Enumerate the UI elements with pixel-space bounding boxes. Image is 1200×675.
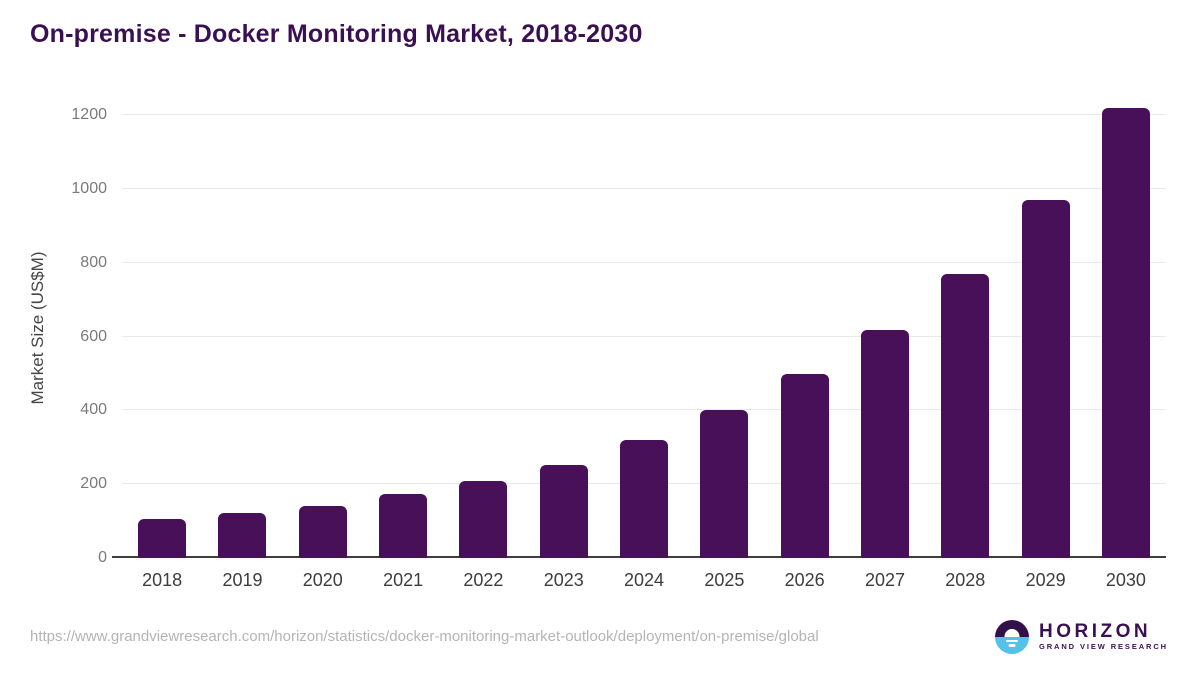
gridline-1000 [122,187,1166,189]
x-tick-2026: 2026 [784,570,825,590]
y-tick-1200: 1200 [71,106,107,123]
x-tick-2025: 2025 [704,570,745,590]
gridline-1200 [122,114,1166,115]
bar-2021[interactable] [379,493,428,558]
x-axis-labels: 2018 2019 2020 2021 2022 2023 2024 2025 2026 2027… [122,570,1166,591]
gridline-600 [122,335,1166,337]
bar-column-2029 [1005,85,1085,558]
bar-2023[interactable] [539,464,588,558]
y-tick-600: 600 [80,327,107,345]
y-tick-1000: 1000 [71,179,107,197]
y-axis-ticks: 0 200 400 600 800 1000 1200 [0,0,107,675]
source-url: https://www.grandviewresearch.com/horizo… [30,628,819,645]
gridline-800 [122,261,1166,263]
bar-column-2026 [765,85,845,558]
bar-2030[interactable] [1101,107,1150,558]
bar-series [122,85,1166,558]
x-tick-2022: 2022 [463,570,504,590]
bar-column-2025 [684,85,764,558]
y-tick-200: 200 [80,475,107,493]
bar-column-2028 [925,85,1005,558]
bar-2024[interactable] [620,439,669,558]
logo-brand-text: HORIZON [1038,621,1152,642]
bar-2027[interactable] [860,330,909,558]
logo-sub-text: GRAND VIEW RESEARCH [1038,642,1168,651]
bar-column-2023 [524,85,604,558]
bar-column-2018 [122,85,202,558]
x-tick-2028: 2028 [945,570,986,590]
x-tick-2018: 2018 [142,570,183,590]
x-tick-2020: 2020 [302,570,343,590]
x-tick-2021: 2021 [383,570,424,590]
horizon-logo: HORIZON GRAND VIEW RESEARCH [994,620,1168,654]
bar-2022[interactable] [459,480,508,558]
horizon-sun-icon [994,620,1029,654]
plot-area [112,85,1166,558]
bar-2026[interactable] [780,374,829,558]
bar-column-2030 [1086,85,1166,558]
x-tick-2019: 2019 [222,570,263,590]
bar-column-2024 [604,85,684,558]
bar-2029[interactable] [1021,199,1070,558]
y-tick-0: 0 [98,549,107,566]
page-title: On-premise - Docker Monitoring Market, 2… [30,20,643,48]
x-tick-2030: 2030 [1105,570,1146,590]
bar-column-2020 [283,85,363,558]
x-tick-2029: 2029 [1025,570,1066,590]
bar-column-2027 [845,85,925,558]
y-tick-400: 400 [80,401,107,419]
bar-2020[interactable] [298,505,347,558]
bar-2025[interactable] [700,410,749,558]
bar-2019[interactable] [218,512,267,558]
bar-column-2021 [363,85,443,558]
x-tick-2023: 2023 [543,570,584,590]
x-tick-2024: 2024 [624,570,665,590]
gridline-400 [122,409,1166,411]
bar-2018[interactable] [138,518,187,558]
bar-column-2019 [202,85,282,558]
y-tick-800: 800 [80,253,107,271]
bar-2028[interactable] [941,273,990,558]
bar-column-2022 [443,85,523,558]
x-tick-2027: 2027 [864,570,905,590]
